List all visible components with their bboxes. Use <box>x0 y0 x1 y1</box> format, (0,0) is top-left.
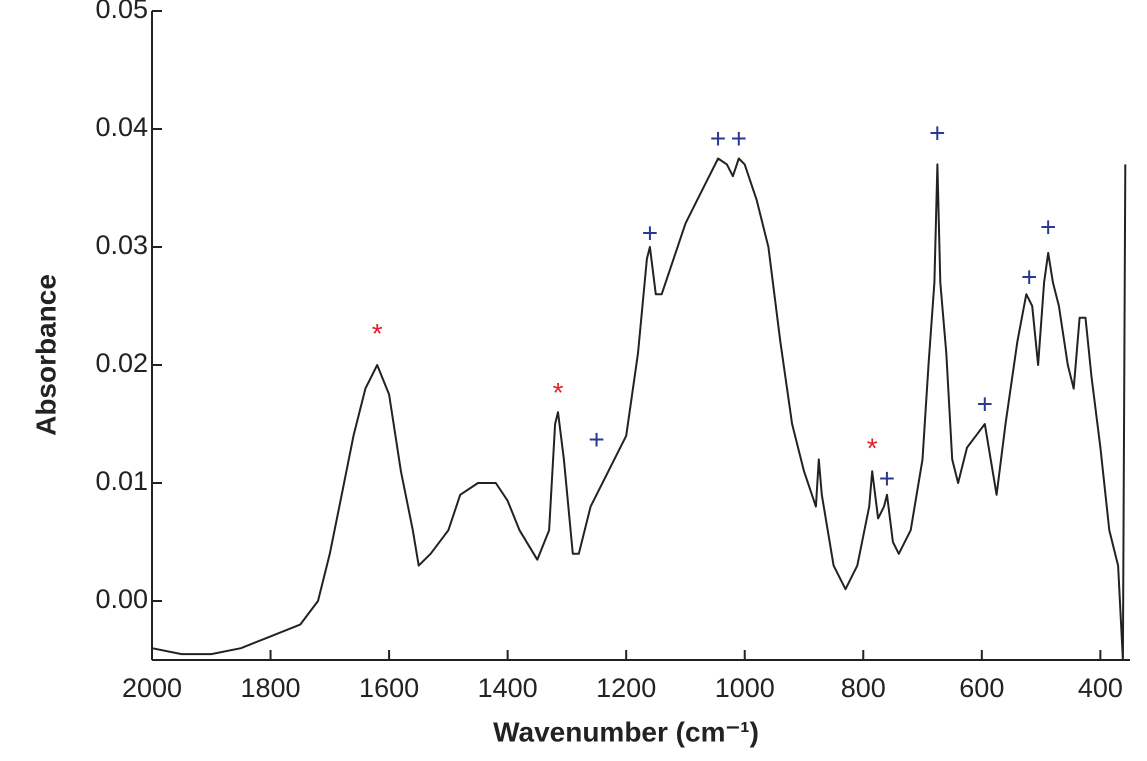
x-tick-label: 400 <box>1078 673 1123 703</box>
peak-marker: + <box>879 463 895 494</box>
x-tick-label: 2000 <box>122 673 182 703</box>
peak-marker: * <box>372 318 383 349</box>
peak-marker: + <box>977 389 993 420</box>
peak-marker: * <box>553 377 564 408</box>
x-tick-label: 1800 <box>241 673 301 703</box>
y-tick-label: 0.04 <box>95 112 148 142</box>
peak-marker: + <box>710 123 726 154</box>
x-tick-label: 1200 <box>596 673 656 703</box>
x-tick-label: 1600 <box>359 673 419 703</box>
x-tick-label: 1000 <box>715 673 775 703</box>
y-tick-label: 0.01 <box>95 466 148 496</box>
peak-marker: + <box>1040 212 1056 243</box>
y-tick-label: 0.02 <box>95 348 148 378</box>
x-tick-label: 1400 <box>478 673 538 703</box>
peak-marker: + <box>588 424 604 455</box>
peak-marker: + <box>929 117 945 148</box>
spectrum-line <box>151 157 1127 661</box>
peak-marker: + <box>731 123 747 154</box>
y-tick-label: 0.00 <box>95 584 148 614</box>
y-tick-label: 0.05 <box>95 0 148 24</box>
x-tick-label: 800 <box>841 673 886 703</box>
peak-marker: * <box>867 432 878 463</box>
peak-marker: + <box>1021 261 1037 292</box>
y-tick-label: 0.03 <box>95 230 148 260</box>
x-axis-title: Wavenumber (cm⁻¹) <box>493 716 759 747</box>
y-axis-title: Absorbance <box>30 274 61 436</box>
peak-marker: + <box>642 218 658 249</box>
x-tick-label: 600 <box>959 673 1004 703</box>
